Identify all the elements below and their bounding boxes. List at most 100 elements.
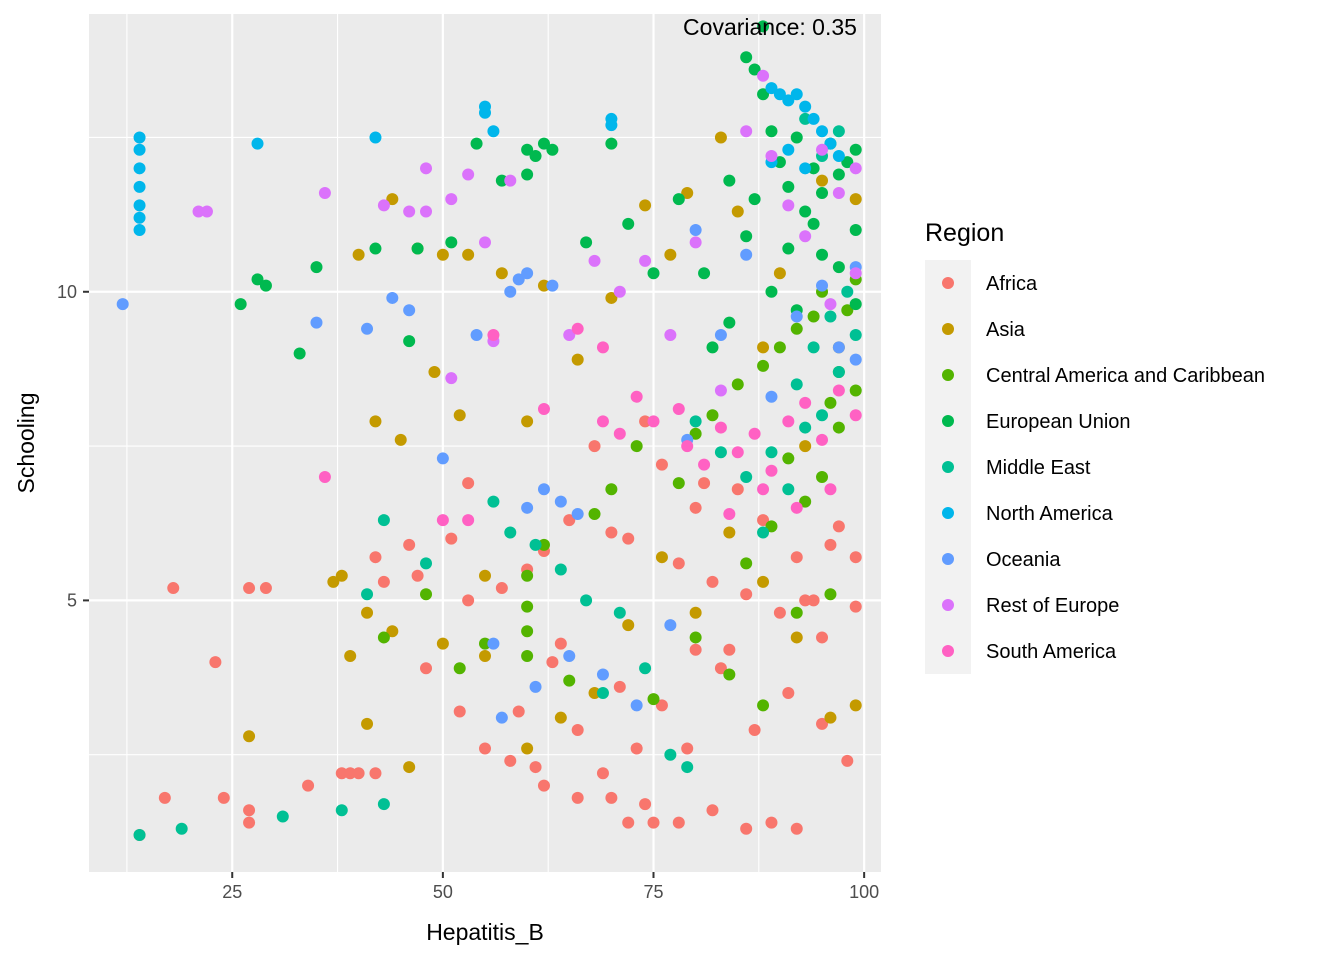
legend-label: South America bbox=[986, 641, 1117, 663]
data-point bbox=[318, 187, 331, 200]
data-point bbox=[605, 526, 618, 539]
data-point bbox=[698, 477, 711, 490]
data-point bbox=[335, 804, 348, 817]
data-point bbox=[765, 82, 778, 95]
data-point bbox=[731, 378, 744, 391]
data-point bbox=[352, 767, 365, 780]
data-point bbox=[832, 125, 845, 138]
data-point bbox=[588, 686, 601, 699]
data-point bbox=[740, 125, 753, 138]
data-point bbox=[647, 693, 660, 706]
covariance-annotation: Covariance: 0.35 bbox=[683, 14, 857, 40]
data-point bbox=[765, 446, 778, 459]
data-point bbox=[748, 193, 761, 206]
data-point bbox=[243, 816, 256, 829]
data-point bbox=[782, 483, 795, 496]
data-point bbox=[706, 409, 719, 422]
data-point bbox=[554, 711, 567, 724]
data-point bbox=[479, 106, 491, 119]
data-point bbox=[832, 384, 845, 397]
data-point bbox=[546, 279, 559, 292]
data-point bbox=[251, 273, 264, 286]
data-point bbox=[773, 267, 786, 280]
data-point bbox=[849, 353, 862, 366]
data-point bbox=[554, 495, 567, 508]
data-point bbox=[824, 483, 837, 496]
data-point bbox=[512, 705, 525, 718]
data-point bbox=[377, 798, 390, 811]
legend-key bbox=[942, 369, 954, 381]
data-point bbox=[799, 205, 812, 218]
data-point bbox=[436, 637, 449, 650]
legend: Region Africa Asia Central America and Car… bbox=[925, 219, 1265, 674]
data-point bbox=[799, 594, 812, 607]
data-point bbox=[765, 125, 778, 138]
data-point bbox=[580, 236, 593, 249]
data-point bbox=[816, 433, 829, 446]
data-point bbox=[689, 415, 702, 428]
data-point bbox=[521, 501, 534, 514]
data-point bbox=[647, 415, 660, 428]
data-point bbox=[824, 298, 837, 311]
data-point bbox=[630, 390, 643, 403]
data-point bbox=[723, 526, 736, 539]
data-point bbox=[521, 415, 534, 428]
data-point bbox=[816, 631, 829, 644]
data-point bbox=[790, 378, 803, 391]
data-point bbox=[832, 149, 845, 162]
data-point bbox=[445, 236, 458, 249]
data-point bbox=[849, 193, 862, 206]
data-point bbox=[807, 112, 820, 125]
data-point bbox=[403, 335, 416, 348]
data-point bbox=[537, 403, 550, 416]
data-point bbox=[495, 267, 508, 280]
data-point bbox=[841, 156, 854, 169]
data-point bbox=[849, 384, 862, 397]
data-point bbox=[681, 440, 694, 453]
data-point bbox=[403, 761, 416, 774]
data-point bbox=[740, 588, 753, 601]
data-point bbox=[799, 495, 812, 508]
data-point bbox=[445, 193, 458, 206]
data-point bbox=[403, 205, 416, 218]
data-point bbox=[537, 279, 550, 292]
data-point bbox=[167, 582, 180, 595]
data-point bbox=[630, 440, 643, 453]
data-point bbox=[639, 415, 652, 428]
data-point bbox=[605, 291, 618, 304]
data-point bbox=[504, 285, 517, 298]
data-point bbox=[816, 174, 829, 187]
data-point bbox=[133, 162, 146, 175]
data-point bbox=[521, 267, 534, 280]
data-point bbox=[816, 143, 829, 156]
data-point bbox=[361, 717, 374, 730]
data-point bbox=[799, 112, 812, 125]
data-point bbox=[445, 372, 458, 385]
data-point bbox=[251, 137, 264, 150]
data-point bbox=[605, 137, 618, 150]
data-point bbox=[816, 470, 829, 483]
data-point bbox=[310, 316, 323, 329]
data-point bbox=[689, 643, 702, 656]
data-point bbox=[537, 137, 550, 150]
data-point bbox=[782, 143, 795, 156]
data-point bbox=[849, 298, 862, 311]
data-point bbox=[757, 88, 770, 101]
data-point bbox=[849, 409, 862, 422]
data-point bbox=[588, 507, 601, 520]
data-point bbox=[731, 483, 744, 496]
data-point bbox=[200, 205, 213, 218]
data-point bbox=[790, 88, 803, 101]
data-point bbox=[622, 532, 635, 545]
data-point bbox=[782, 242, 795, 255]
data-point bbox=[537, 538, 550, 551]
data-point bbox=[655, 458, 668, 471]
data-point bbox=[832, 341, 845, 354]
data-point bbox=[495, 711, 508, 724]
data-point bbox=[504, 526, 517, 539]
data-point bbox=[790, 606, 803, 619]
data-point bbox=[655, 551, 668, 564]
data-point bbox=[209, 656, 222, 669]
data-point bbox=[344, 767, 357, 780]
